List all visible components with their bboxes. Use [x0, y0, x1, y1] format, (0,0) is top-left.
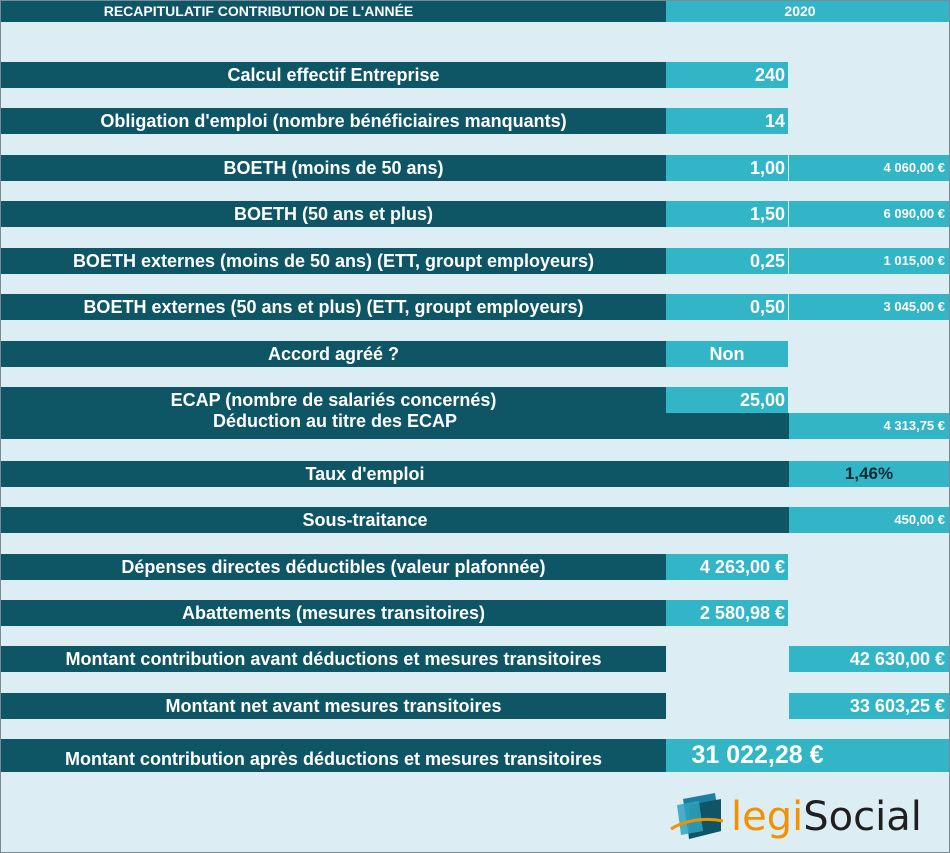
row-amount: 3 045,00 €: [789, 294, 949, 320]
row-label: Sous-traitance: [1, 507, 789, 533]
row-value: 1,00: [666, 155, 788, 181]
row-amount: 4 313,75 €: [789, 413, 949, 439]
legisocial-logo-text: legiSocial: [731, 794, 922, 840]
sheet-title: RECAPITULATIF CONTRIBUTION DE L'ANNÉE: [1, 1, 666, 22]
row-amount: 33 603,25 €: [789, 693, 949, 719]
row-amount: 450,00 €: [789, 507, 949, 533]
row-label: Abattements (mesures transitoires): [1, 600, 666, 626]
row-value: 1,50: [666, 201, 788, 227]
row-value: Non: [666, 341, 788, 367]
row-label: BOETH externes (moins de 50 ans) (ETT, g…: [1, 248, 666, 274]
row-value: 2 580,98 €: [666, 600, 788, 626]
row-value: 4 263,00 €: [666, 554, 788, 580]
row-label: BOETH (50 ans et plus): [1, 201, 666, 227]
row-value: 0,25: [666, 248, 788, 274]
row-amount: 6 090,00 €: [789, 201, 949, 227]
row-label: Dépenses directes déductibles (valeur pl…: [1, 554, 666, 580]
row-label: Accord agréé ?: [1, 341, 666, 367]
row-label: ECAP (nombre de salariés concernés): [1, 387, 666, 413]
row-label: Montant net avant mesures transitoires: [1, 693, 666, 719]
row-label: Montant contribution avant déductions et…: [1, 646, 666, 672]
row-label: BOETH externes (50 ans et plus) (ETT, gr…: [1, 294, 666, 320]
row-value: 25,00: [666, 387, 788, 413]
row-value: 14: [666, 108, 788, 134]
total-label: Montant contribution après déductions et…: [1, 739, 666, 772]
row-amount: 4 060,00 €: [789, 155, 949, 181]
row-label: Calcul effectif Entreprise: [1, 62, 666, 88]
row-value: 0,50: [666, 294, 788, 320]
row-label: Taux d'emploi: [1, 461, 789, 487]
total-amount: 31 022,28 €: [666, 739, 949, 772]
row-amount: 42 630,00 €: [789, 646, 949, 672]
row-label: Déduction au titre des ECAP: [1, 411, 789, 439]
row-value: 240: [666, 62, 788, 88]
row-amount: 1,46%: [789, 461, 949, 487]
year-header: 2020: [666, 1, 949, 22]
row-label: BOETH (moins de 50 ans): [1, 155, 666, 181]
row-amount: 1 015,00 €: [789, 248, 949, 274]
legisocial-logo: legiSocial: [669, 791, 922, 843]
legisocial-logo-icon: [670, 793, 724, 839]
row-label: Obligation d'emploi (nombre bénéficiaire…: [1, 108, 666, 134]
